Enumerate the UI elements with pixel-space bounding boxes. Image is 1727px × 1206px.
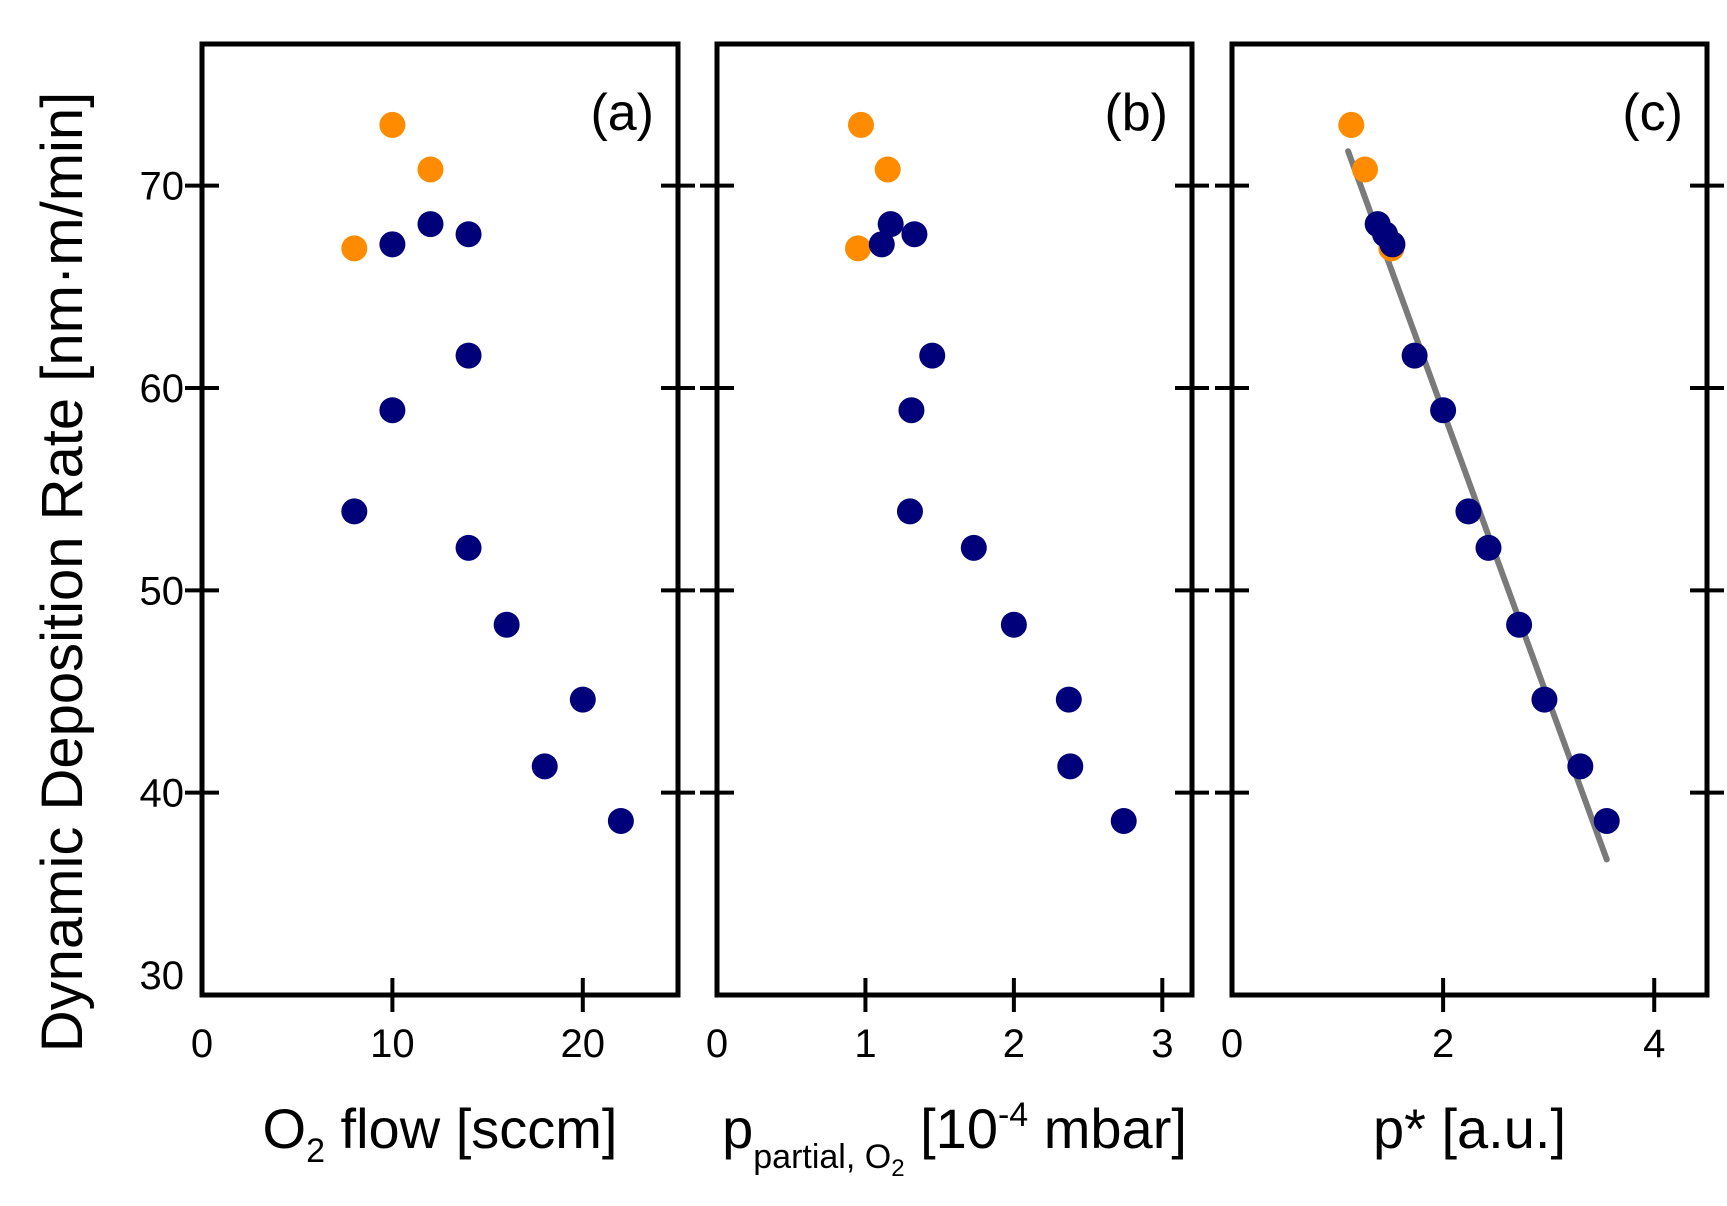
- x-tick-label: 0: [706, 1022, 728, 1066]
- panel-2: 0 1 2 3 (b) ppartial, O2 [10-4 mbar]: [700, 41, 1209, 1182]
- x-tick-label: 2: [1432, 1022, 1454, 1066]
- data-point: [1455, 498, 1482, 525]
- data-point: [417, 156, 444, 183]
- panel-frame: [199, 41, 681, 998]
- data-point: [379, 231, 406, 258]
- data-point: [455, 221, 482, 248]
- data-point: [1475, 534, 1502, 561]
- panel-frame: [714, 41, 1195, 998]
- data-point: [868, 231, 895, 258]
- data-point: [1593, 807, 1620, 834]
- data-point: [1372, 221, 1399, 248]
- data-point: [493, 611, 520, 638]
- panel-1: 30 40 50 60 70 0 10 20 (a) O2 flow [sccm]: [140, 41, 695, 1170]
- y-tick-label: 50: [140, 569, 185, 613]
- data-point: [1000, 611, 1027, 638]
- data-point: [607, 807, 634, 834]
- x-axis-title: p* [a.u.]: [1373, 1097, 1566, 1160]
- x-tick-label: 1: [854, 1022, 876, 1066]
- x-tick-label: 0: [191, 1022, 213, 1066]
- data-point: [455, 342, 482, 369]
- data-point: [960, 534, 987, 561]
- x-tick-label: 2: [1003, 1022, 1025, 1066]
- data-point: [919, 342, 946, 369]
- panel-label: (c): [1622, 84, 1683, 142]
- data-point: [1055, 686, 1082, 713]
- data-point: [896, 498, 923, 525]
- data-point: [1057, 753, 1084, 780]
- panel-3: 0 2 4 (c) p* [a.u.]: [1215, 41, 1724, 1160]
- panel-frame: [1229, 41, 1710, 998]
- data-point: [1110, 807, 1137, 834]
- data-point: [1430, 397, 1457, 424]
- data-point: [417, 211, 444, 238]
- x-tick-label: 4: [1643, 1022, 1665, 1066]
- panel-label: (a): [590, 84, 654, 142]
- data-point: [379, 397, 406, 424]
- x-tick-label: 20: [561, 1022, 606, 1066]
- data-point: [1506, 611, 1533, 638]
- y-tick-label: 60: [140, 367, 185, 411]
- data-point: [1352, 156, 1378, 183]
- panel-label: (b): [1104, 84, 1168, 142]
- data-point: [1338, 111, 1365, 138]
- x-tick-label: 0: [1221, 1022, 1243, 1066]
- y-tick-label: 30: [140, 954, 185, 998]
- x-tick-label: 10: [370, 1022, 415, 1066]
- data-point: [845, 235, 872, 262]
- data-point: [455, 534, 482, 561]
- data-point: [569, 686, 596, 713]
- data-point: [531, 753, 558, 780]
- data-point: [901, 221, 928, 248]
- data-point: [898, 397, 925, 424]
- y-tick-label: 70: [140, 165, 185, 209]
- y-tick-label: 40: [140, 772, 185, 816]
- x-tick-label: 3: [1151, 1022, 1173, 1066]
- data-point: [379, 111, 406, 138]
- x-axis-title: ppartial, O2 [10-4 mbar]: [722, 1096, 1187, 1182]
- y-axis-title: Dynamic Deposition Rate [nm·m/min]: [30, 92, 95, 1053]
- data-point: [341, 235, 368, 262]
- data-point: [341, 498, 368, 525]
- data-point: [1567, 753, 1594, 780]
- data-point: [1531, 686, 1558, 713]
- data-point: [1401, 342, 1428, 369]
- data-point: [874, 156, 901, 183]
- x-axis-title: O2 flow [sccm]: [263, 1097, 618, 1170]
- data-point: [877, 211, 904, 238]
- data-point: [847, 111, 874, 138]
